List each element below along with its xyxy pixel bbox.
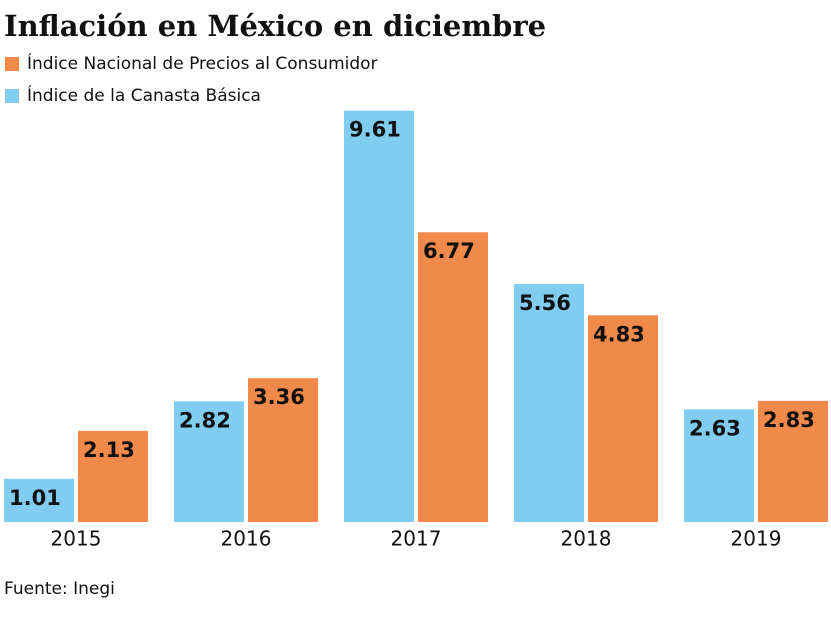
bar [248,378,318,522]
legend-label: Índice de la Canasta Básica [27,84,261,106]
bar [684,409,754,522]
chart-title: Inflación en México en diciembre [4,9,546,43]
value-label: 2.82 [179,408,231,432]
value-label: 3.36 [253,385,305,409]
value-label: 2.13 [83,438,135,462]
source: Fuente: Inegi [4,579,115,599]
legend-label: Índice Nacional de Precios al Consumidor [27,52,378,74]
bar [174,401,244,522]
bar [4,478,74,522]
legend-swatch [5,57,19,71]
x-tick-label: 2016 [221,527,272,551]
value-label: 6.77 [423,239,475,263]
value-label: 9.61 [349,118,401,142]
value-label: 1.01 [9,486,61,510]
bar [344,110,414,522]
x-tick-label: 2018 [561,527,612,551]
bar [588,315,658,522]
x-tick-label: 2017 [391,527,442,551]
value-label: 4.83 [593,322,645,346]
bar [78,430,148,522]
bar [758,400,828,522]
x-tick-label: 2015 [51,527,102,551]
bar [514,284,584,522]
x-tick-label: 2019 [731,527,782,551]
legend-swatch [5,89,19,103]
value-label: 2.83 [763,408,815,432]
bar [418,232,488,522]
value-label: 5.56 [519,291,571,315]
value-label: 2.63 [689,416,741,440]
